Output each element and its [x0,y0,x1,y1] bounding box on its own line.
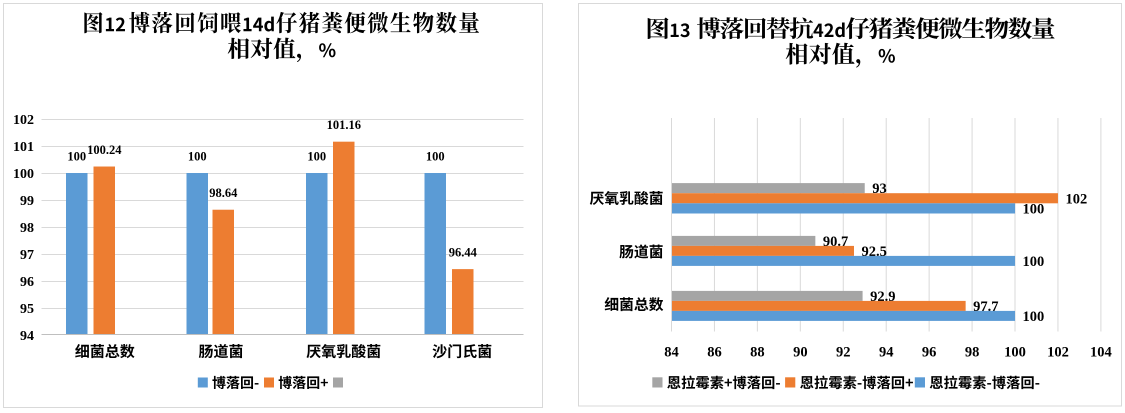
svg-text:101: 101 [13,140,34,155]
svg-text:100: 100 [13,167,34,182]
svg-text:99: 99 [20,194,34,209]
svg-text:84: 84 [664,344,679,360]
svg-text:86: 86 [707,344,722,360]
svg-text:88: 88 [750,344,765,360]
svg-text:93: 93 [872,181,887,197]
svg-text:97: 97 [20,248,34,263]
svg-text:96: 96 [20,275,34,290]
svg-text:100: 100 [188,149,207,163]
svg-text:98: 98 [20,221,34,236]
svg-text:100.24: 100.24 [87,143,122,157]
svg-text:100: 100 [1023,254,1045,270]
svg-text:104: 104 [1090,344,1112,360]
svg-text:100: 100 [426,149,445,163]
svg-text:98: 98 [965,344,980,360]
svg-text:90: 90 [793,344,808,360]
svg-text:100: 100 [307,149,326,163]
svg-text:96: 96 [922,344,937,360]
svg-text:94: 94 [879,344,894,360]
svg-text:100: 100 [1004,344,1026,360]
svg-text:102: 102 [1047,344,1069,360]
svg-text:101.16: 101.16 [327,118,361,132]
svg-text:102: 102 [13,113,34,128]
svg-text:92: 92 [836,344,851,360]
svg-text:100: 100 [67,149,86,163]
svg-text:95: 95 [20,302,34,317]
svg-text:102: 102 [1065,191,1087,207]
svg-text:94: 94 [20,329,34,344]
svg-text:98.64: 98.64 [209,186,238,200]
svg-text:96.44: 96.44 [449,246,478,260]
svg-text:100: 100 [1023,201,1045,217]
svg-text:100: 100 [1023,309,1045,325]
